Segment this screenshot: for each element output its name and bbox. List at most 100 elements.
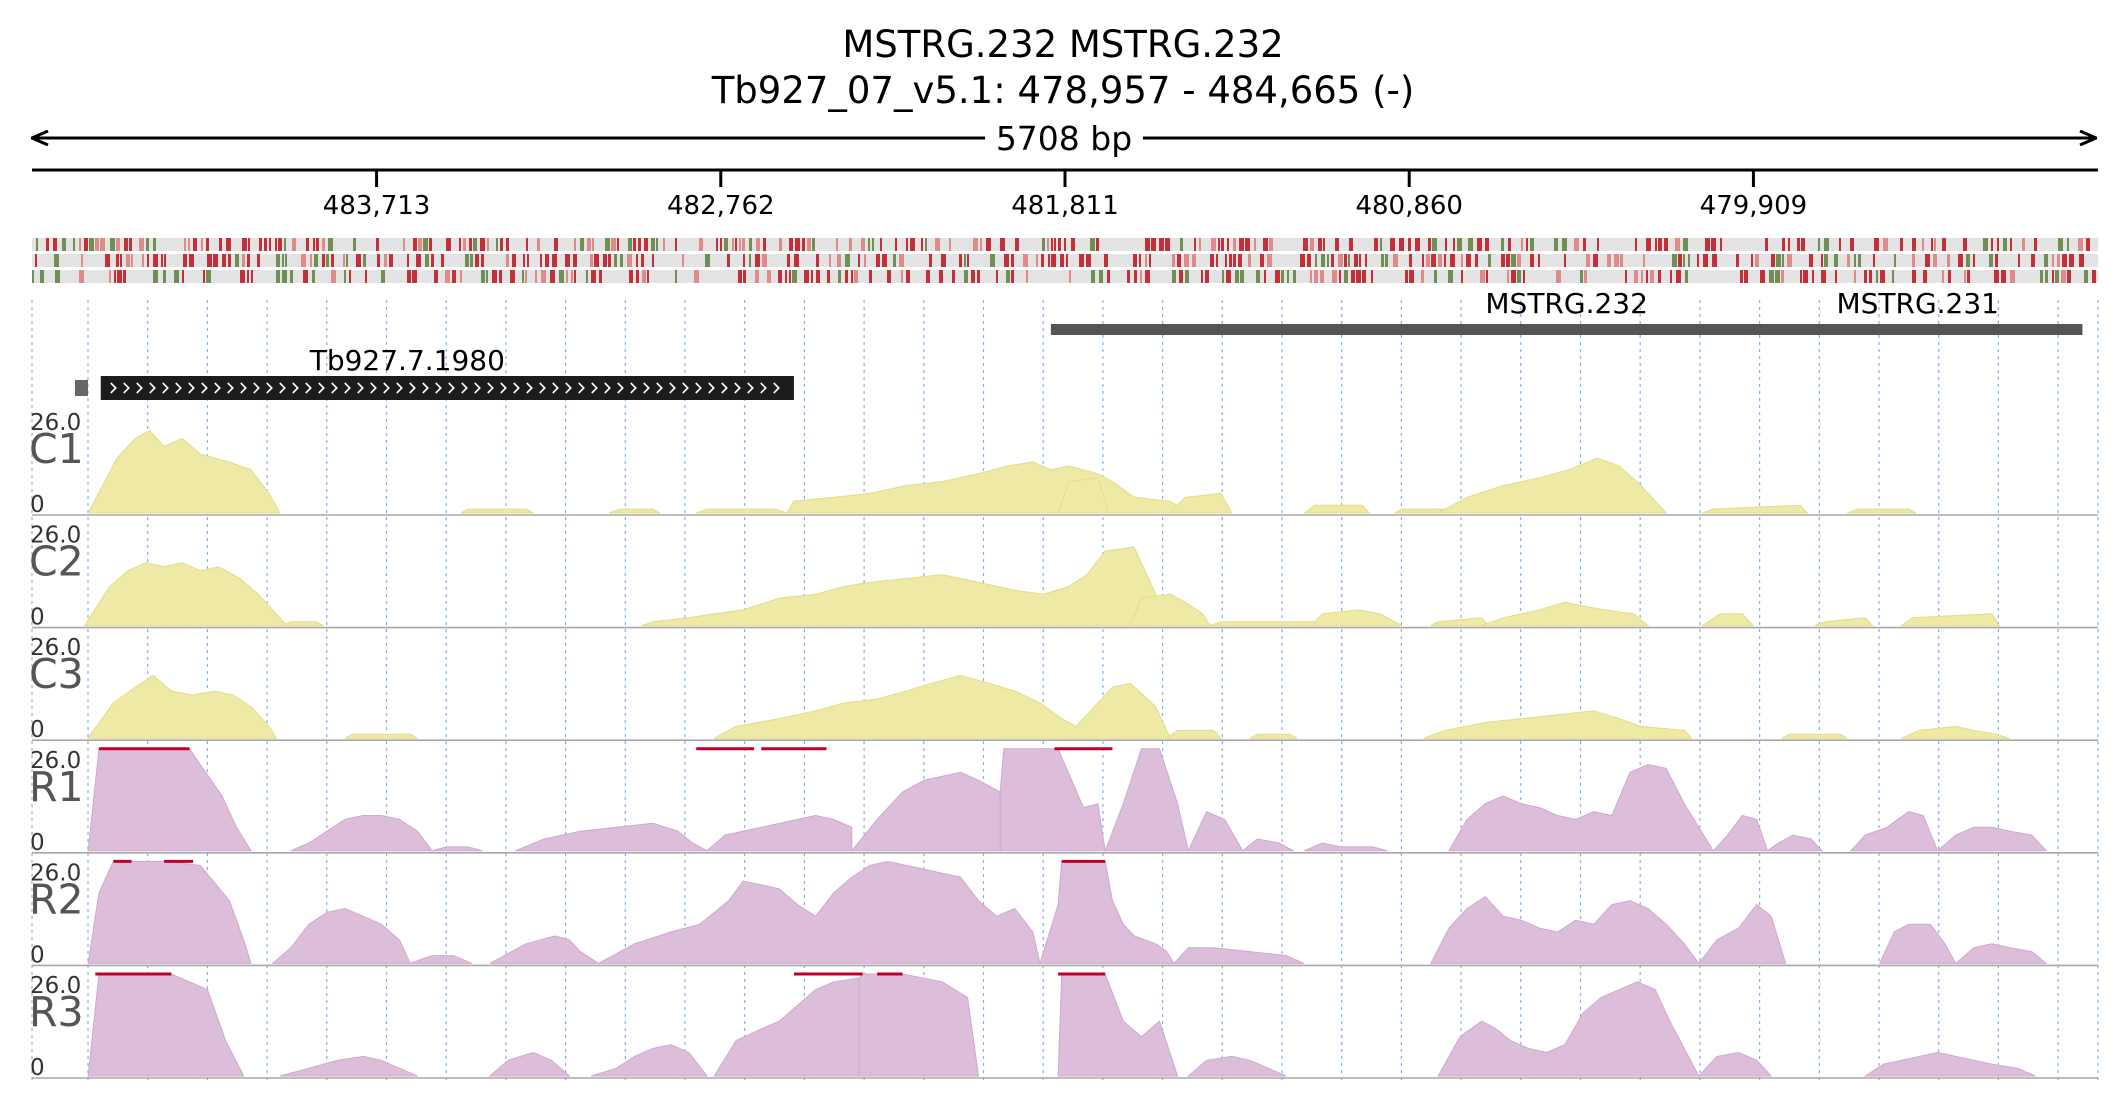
- strand-chevron: [487, 382, 494, 394]
- sequence-base: [469, 238, 472, 251]
- sequence-base: [1705, 238, 1710, 251]
- sequence-base: [573, 254, 577, 267]
- sequence-base: [812, 238, 815, 251]
- sequence-base: [1995, 254, 1998, 267]
- sequence-base: [611, 238, 616, 251]
- sequence-base: [322, 254, 325, 267]
- sequence-base: [599, 270, 602, 283]
- sequence-base: [727, 254, 730, 267]
- coverage-track-r3: 26.0 0 R3: [29, 972, 2098, 1081]
- strand-chevron: [604, 382, 611, 394]
- sequence-base: [1564, 254, 1566, 267]
- sequence-base: [1339, 270, 1341, 283]
- sequence-base: [1356, 270, 1361, 283]
- sequence-base: [675, 270, 677, 283]
- sequence-base: [285, 254, 287, 267]
- sequence-base: [2067, 270, 2071, 283]
- sequence-base: [811, 270, 813, 283]
- strand-chevron: [149, 382, 156, 394]
- sequence-base: [641, 254, 644, 267]
- coverage-area: [1954, 943, 2048, 964]
- sequence-base: [587, 238, 591, 251]
- sequence-base: [1934, 238, 1936, 251]
- x-tick-label: 481,811: [1011, 191, 1119, 221]
- sequence-base: [1218, 238, 1220, 251]
- sequence-base: [1448, 270, 1453, 283]
- sequence-base: [1966, 254, 1970, 267]
- sequence-base: [423, 238, 428, 251]
- coverage-area: [1129, 593, 1211, 627]
- sequence-base: [1874, 238, 1879, 251]
- sequence-base: [1475, 254, 1478, 267]
- sequence-base: [460, 270, 462, 283]
- sequence-base: [1362, 270, 1366, 283]
- x-axis-ticks: 483,713 482,762 481,811 480,860 479,909: [323, 170, 1807, 221]
- sequence-base: [1408, 238, 1411, 251]
- sequence-base: [129, 238, 132, 251]
- sequence-base: [429, 238, 432, 251]
- sequence-base: [1517, 254, 1521, 267]
- sequence-base: [306, 238, 309, 251]
- sequence-base: [356, 254, 361, 267]
- sequence-base: [647, 270, 649, 283]
- sequence-base: [594, 254, 599, 267]
- coverage-area: [1899, 613, 2001, 627]
- coverage-area: [1702, 504, 1809, 514]
- sequence-base: [36, 238, 38, 251]
- sequence-base: [276, 254, 280, 267]
- sequence-base: [412, 270, 417, 283]
- sequence-base: [1165, 238, 1170, 251]
- sequence-base: [2010, 238, 2012, 251]
- sequence-base: [1712, 254, 1717, 267]
- coverage-area: [1165, 729, 1223, 739]
- x-tick-label: 483,713: [323, 191, 431, 221]
- sequence-base: [559, 270, 564, 283]
- sequence-base: [794, 254, 799, 267]
- sequence-base: [1744, 270, 1748, 283]
- sequence-base: [381, 270, 385, 283]
- sequence-base: [1736, 254, 1739, 267]
- sequence-base: [652, 254, 654, 267]
- sequence-base: [1069, 270, 1071, 283]
- sequence-base: [545, 254, 549, 267]
- sequence-base: [895, 238, 897, 251]
- sequence-base: [1501, 238, 1504, 251]
- sequence-base: [163, 270, 166, 283]
- sequence-base: [1145, 270, 1150, 283]
- sequence-base: [79, 270, 84, 283]
- sequence-base: [1091, 270, 1095, 283]
- sequence-base: [193, 238, 197, 251]
- sequence-base: [1222, 270, 1224, 283]
- sequence-base: [1245, 238, 1250, 251]
- track-ymin-label: 0: [30, 492, 45, 518]
- sequence-base: [1409, 254, 1412, 267]
- sequence-base: [755, 254, 760, 267]
- sequence-base: [952, 270, 955, 283]
- sequence-base: [1883, 238, 1888, 251]
- strand-chevron: [656, 382, 663, 394]
- coverage-area: [1430, 896, 1700, 964]
- sequence-base: [880, 238, 882, 251]
- sequence-base: [403, 238, 405, 251]
- sequence-base: [1676, 270, 1681, 283]
- sequence-base: [967, 254, 969, 267]
- sequence-base: [110, 238, 115, 251]
- sequence-base: [1238, 254, 1242, 267]
- span-length-label: 5708 bp: [996, 119, 1132, 158]
- sequence-base: [206, 270, 211, 283]
- sequence-base: [46, 238, 49, 251]
- sequence-base: [1004, 254, 1009, 267]
- coverage-area: [1104, 748, 1190, 852]
- sequence-base: [732, 238, 734, 251]
- strand-chevron: [305, 382, 312, 394]
- sequence-base: [887, 270, 891, 283]
- sequence-base: [1530, 254, 1534, 267]
- sequence-base: [1625, 270, 1627, 283]
- sequence-base: [1593, 254, 1598, 267]
- sequence-base: [682, 254, 684, 267]
- sequence-base: [1655, 238, 1657, 251]
- sequence-base: [2067, 238, 2069, 251]
- sequence-base: [614, 254, 617, 267]
- sequence-base: [201, 238, 203, 251]
